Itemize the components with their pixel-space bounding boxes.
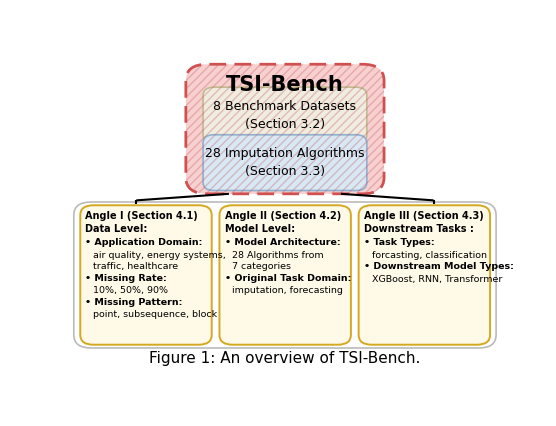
- Text: air quality, energy systems,: air quality, energy systems,: [93, 251, 226, 260]
- Text: • Task Types:: • Task Types:: [364, 239, 434, 248]
- Text: Data Level:: Data Level:: [86, 224, 148, 233]
- Text: Angle I (Section 4.1): Angle I (Section 4.1): [86, 211, 198, 221]
- FancyBboxPatch shape: [220, 205, 351, 345]
- Text: • Model Architecture:: • Model Architecture:: [225, 239, 340, 248]
- Text: 28 Imputation Algorithms
(Section 3.3): 28 Imputation Algorithms (Section 3.3): [205, 147, 365, 178]
- FancyBboxPatch shape: [186, 64, 384, 194]
- FancyBboxPatch shape: [359, 205, 490, 345]
- Text: forcasting, classification: forcasting, classification: [371, 251, 486, 260]
- FancyBboxPatch shape: [74, 202, 496, 348]
- Text: Model Level:: Model Level:: [225, 224, 295, 233]
- Text: • Application Domain:: • Application Domain:: [86, 239, 203, 248]
- Text: TSI-Bench: TSI-Bench: [226, 75, 344, 95]
- Text: • Missing Pattern:: • Missing Pattern:: [86, 298, 183, 307]
- Text: imputation, forecasting: imputation, forecasting: [232, 286, 343, 295]
- Text: Angle II (Section 4.2): Angle II (Section 4.2): [225, 211, 341, 221]
- Text: Figure 1: An overview of TSI-Bench.: Figure 1: An overview of TSI-Bench.: [149, 351, 421, 366]
- Text: 8 Benchmark Datasets
(Section 3.2): 8 Benchmark Datasets (Section 3.2): [214, 100, 356, 131]
- Text: 10%, 50%, 90%: 10%, 50%, 90%: [93, 286, 168, 295]
- FancyBboxPatch shape: [80, 205, 212, 345]
- Text: 28 Algorithms from: 28 Algorithms from: [232, 251, 324, 260]
- Text: traffic, healthcare: traffic, healthcare: [93, 262, 178, 271]
- Text: • Downstream Model Types:: • Downstream Model Types:: [364, 262, 514, 271]
- Text: point, subsequence, block: point, subsequence, block: [93, 310, 217, 319]
- Text: 7 categories: 7 categories: [232, 262, 291, 271]
- Text: Downstream Tasks :: Downstream Tasks :: [364, 224, 474, 233]
- Text: Angle III (Section 4.3): Angle III (Section 4.3): [364, 211, 484, 221]
- Text: XGBoost, RNN, Transformer: XGBoost, RNN, Transformer: [371, 275, 502, 284]
- FancyBboxPatch shape: [203, 135, 367, 190]
- Text: • Missing Rate:: • Missing Rate:: [86, 274, 167, 283]
- FancyBboxPatch shape: [203, 87, 367, 143]
- Text: • Original Task Domain:: • Original Task Domain:: [225, 274, 351, 283]
